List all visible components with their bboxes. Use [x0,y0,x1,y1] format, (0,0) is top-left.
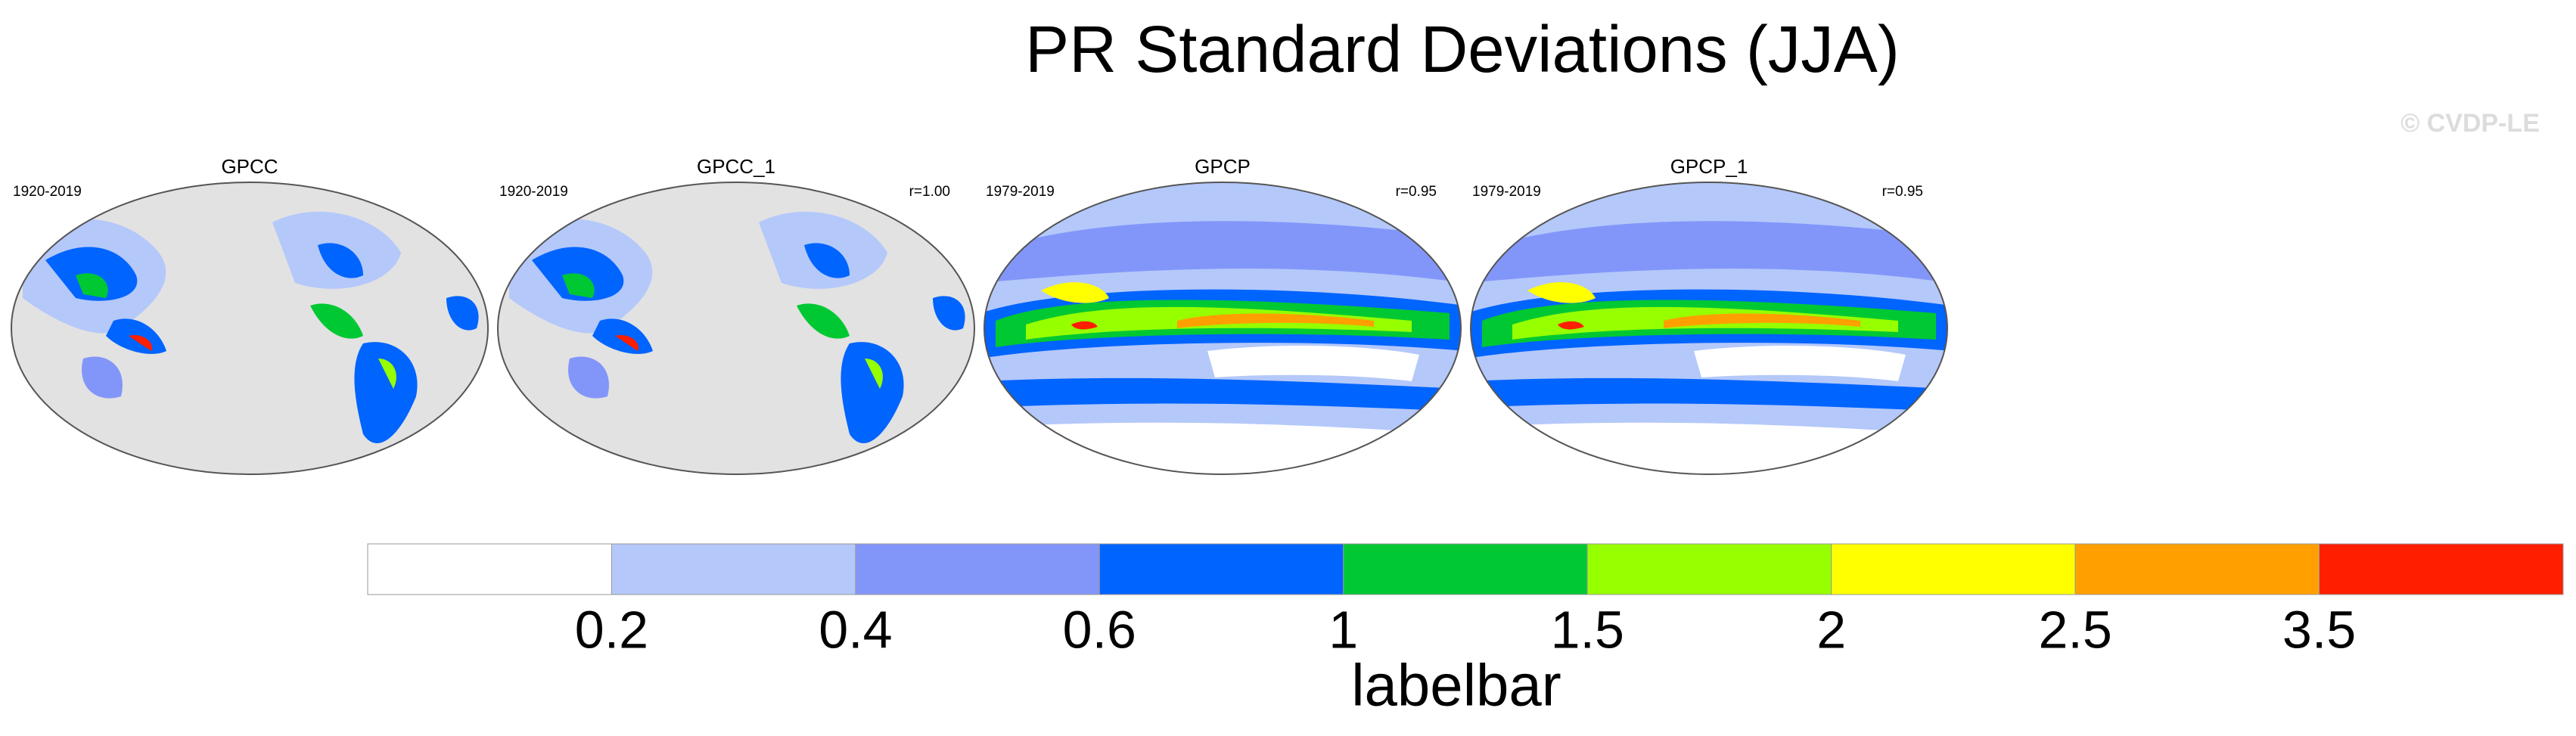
labelbar-tick-label: 1.5 [1551,600,1624,659]
map [1467,177,1951,480]
panel-period: 1920-2019 [13,184,82,200]
map [8,177,492,480]
panel-correlation: r=0.95 [1396,184,1437,200]
labelbar-tick-label: 2 [1816,600,1846,659]
panel-period: 1979-2019 [1472,184,1541,200]
labelbar-box [1343,543,1588,595]
figure-title: PR Standard Deviations (JJA) [1025,13,1900,86]
labelbar-box [1098,543,1344,595]
panel-title: GPCC_1 [697,155,775,178]
panel-correlation: r=0.95 [1882,184,1923,200]
labelbar-tick-label: 0.6 [1063,600,1136,659]
panel-period: 1920-2019 [499,184,568,200]
labelbar: 0.2 0.4 0.6 1 1.5 2 2.5 3.5 labelbar [367,543,2564,719]
labelbar-tick-label: 0.2 [575,600,648,659]
map [494,177,978,480]
labelbar-box [611,543,856,595]
panels: GPCC 1920-2019 GPCC_1 1920-2019 r=1.00 GPCP 19… [8,155,1951,480]
labelbar-box [855,543,1100,595]
labelbar-tick-label: 3.5 [2282,600,2356,659]
labelbar-tick-label: 0.4 [819,600,892,659]
watermark: © CVDP-LE [2400,109,2540,138]
panel-title: GPCC [221,155,278,178]
panel-title: GPCP_1 [1670,155,1748,178]
labelbar-tick-label: 2.5 [2038,600,2111,659]
labelbar-title: labelbar [1351,652,1561,719]
map [980,177,1465,480]
labelbar-box [367,543,612,595]
labelbar-box [2319,543,2564,595]
labelbar-box [1831,543,2076,595]
labelbar-box [2074,543,2320,595]
panel-period: 1979-2019 [986,184,1055,200]
panel-title: GPCP [1195,155,1251,178]
labelbar-box [1586,543,1832,595]
labelbar-tick-label: 1 [1328,600,1358,659]
panel-correlation: r=1.00 [909,184,950,200]
